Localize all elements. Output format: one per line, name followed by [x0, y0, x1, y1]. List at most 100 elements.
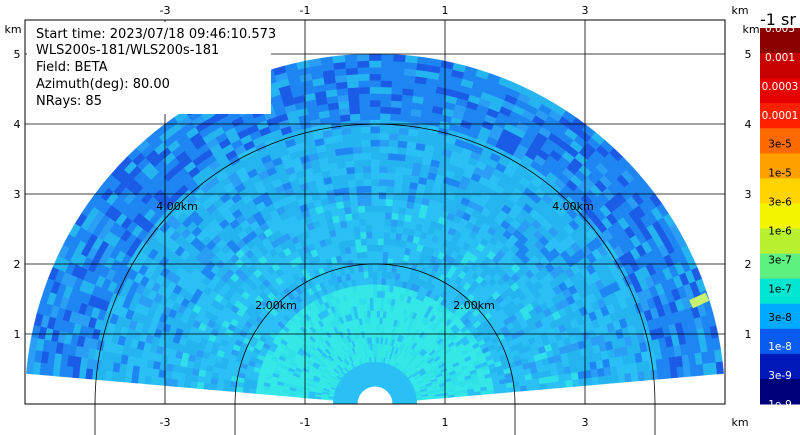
scan-cell — [377, 251, 384, 259]
scan-cell — [319, 56, 334, 66]
scan-cell — [355, 185, 365, 194]
scan-cell — [370, 185, 380, 193]
scan-cell — [650, 369, 659, 381]
y-tick-label-right: 4 — [745, 118, 752, 131]
range-ring-label-right: 2.00km — [453, 299, 495, 312]
scan-cell — [557, 373, 566, 382]
scan-cell — [378, 198, 386, 206]
x-tick-label-top: 1 — [442, 4, 449, 17]
scan-cell — [378, 172, 388, 180]
scan-cell — [197, 375, 206, 384]
scan-cell — [378, 178, 388, 187]
scan-cell — [379, 303, 384, 312]
y-tick-label-left: 5 — [14, 48, 21, 61]
scan-cell — [361, 152, 371, 160]
scan-cell — [338, 173, 348, 183]
scan-cell — [379, 152, 389, 160]
scan-cell — [365, 224, 373, 233]
scan-cell — [371, 231, 379, 239]
scan-cell — [371, 244, 379, 252]
scan-cell — [369, 126, 381, 134]
scan-cell — [386, 264, 393, 273]
scan-cell — [385, 277, 391, 286]
scan-cell — [359, 106, 371, 114]
scan-cell — [189, 381, 198, 389]
scan-cell — [366, 251, 373, 259]
scan-cell — [355, 179, 364, 187]
scan-cell — [372, 271, 378, 278]
y-tick-label-right: 5 — [745, 48, 752, 61]
scan-cell — [387, 251, 394, 260]
scan-cell — [360, 244, 368, 253]
scan-cell — [369, 297, 374, 305]
scan-cell — [364, 211, 373, 220]
scan-cell — [356, 198, 365, 207]
scan-cell — [395, 226, 404, 235]
scan-cell — [380, 284, 386, 292]
scan-cell — [379, 106, 391, 114]
scan-cell — [353, 159, 363, 168]
scan-cell — [552, 381, 561, 389]
scan-cell — [378, 317, 383, 325]
scan-cell — [379, 310, 384, 318]
scan-cell — [348, 186, 357, 195]
y-tick-label-left: 2 — [14, 258, 21, 271]
scan-cell — [370, 178, 380, 186]
scan-cell — [170, 378, 179, 387]
scan-cell — [377, 224, 385, 233]
scan-cell — [381, 264, 388, 272]
scan-cell — [373, 336, 377, 344]
scan-cell — [344, 54, 358, 63]
scan-cell — [368, 60, 382, 68]
colorbar-unit: -1 sr — [760, 10, 796, 29]
scan-cell — [372, 277, 378, 285]
scan-cell — [222, 385, 231, 392]
scan-cell — [337, 100, 350, 110]
scan-cell — [352, 152, 363, 161]
scan-cell — [390, 100, 402, 109]
scan-cell — [356, 192, 365, 200]
scan-cell — [381, 277, 387, 286]
scan-cell — [383, 231, 391, 240]
y-unit-left: km — [4, 23, 21, 36]
scan-cell — [185, 367, 194, 376]
scan-cell — [394, 173, 404, 181]
scan-cell — [380, 66, 393, 75]
scan-cell — [164, 370, 173, 380]
scan-cell — [590, 368, 599, 378]
scan-cell — [379, 145, 389, 154]
scan-cell — [384, 218, 392, 227]
scan-cell — [388, 133, 399, 141]
scan-cell — [385, 271, 392, 279]
scan-cell — [379, 132, 390, 141]
scan-cell — [209, 383, 218, 391]
scan-cell — [379, 297, 385, 305]
scan-cell — [396, 219, 405, 228]
x-tick-label-bottom: 3 — [582, 416, 589, 429]
scan-cell — [385, 185, 395, 194]
scan-cell — [362, 165, 372, 174]
scan-cell — [394, 232, 403, 241]
scan-cell — [363, 185, 372, 193]
scan-cell — [262, 389, 270, 395]
scan-cell — [532, 383, 541, 391]
scan-cell — [643, 369, 652, 381]
scan-cell — [370, 165, 380, 173]
scan-cell — [380, 53, 394, 62]
start-time: Start time: 2023/07/18 09:46:10.573 — [36, 27, 276, 42]
scan-cell — [378, 159, 389, 167]
scan-cell — [360, 139, 371, 147]
scan-cell — [391, 87, 403, 95]
scan-cell — [368, 290, 374, 298]
scan-cell — [350, 126, 362, 135]
scan-cell — [26, 361, 35, 375]
scan-cell — [356, 60, 370, 68]
scan-cell — [378, 185, 387, 193]
scan-cell — [371, 211, 379, 219]
scan-cell — [367, 264, 373, 272]
scan-cell — [356, 251, 363, 260]
scan-cell — [403, 214, 412, 223]
scan-cell — [346, 226, 355, 235]
y-tick-label-right: 1 — [745, 328, 752, 341]
scan-cell — [387, 146, 398, 154]
